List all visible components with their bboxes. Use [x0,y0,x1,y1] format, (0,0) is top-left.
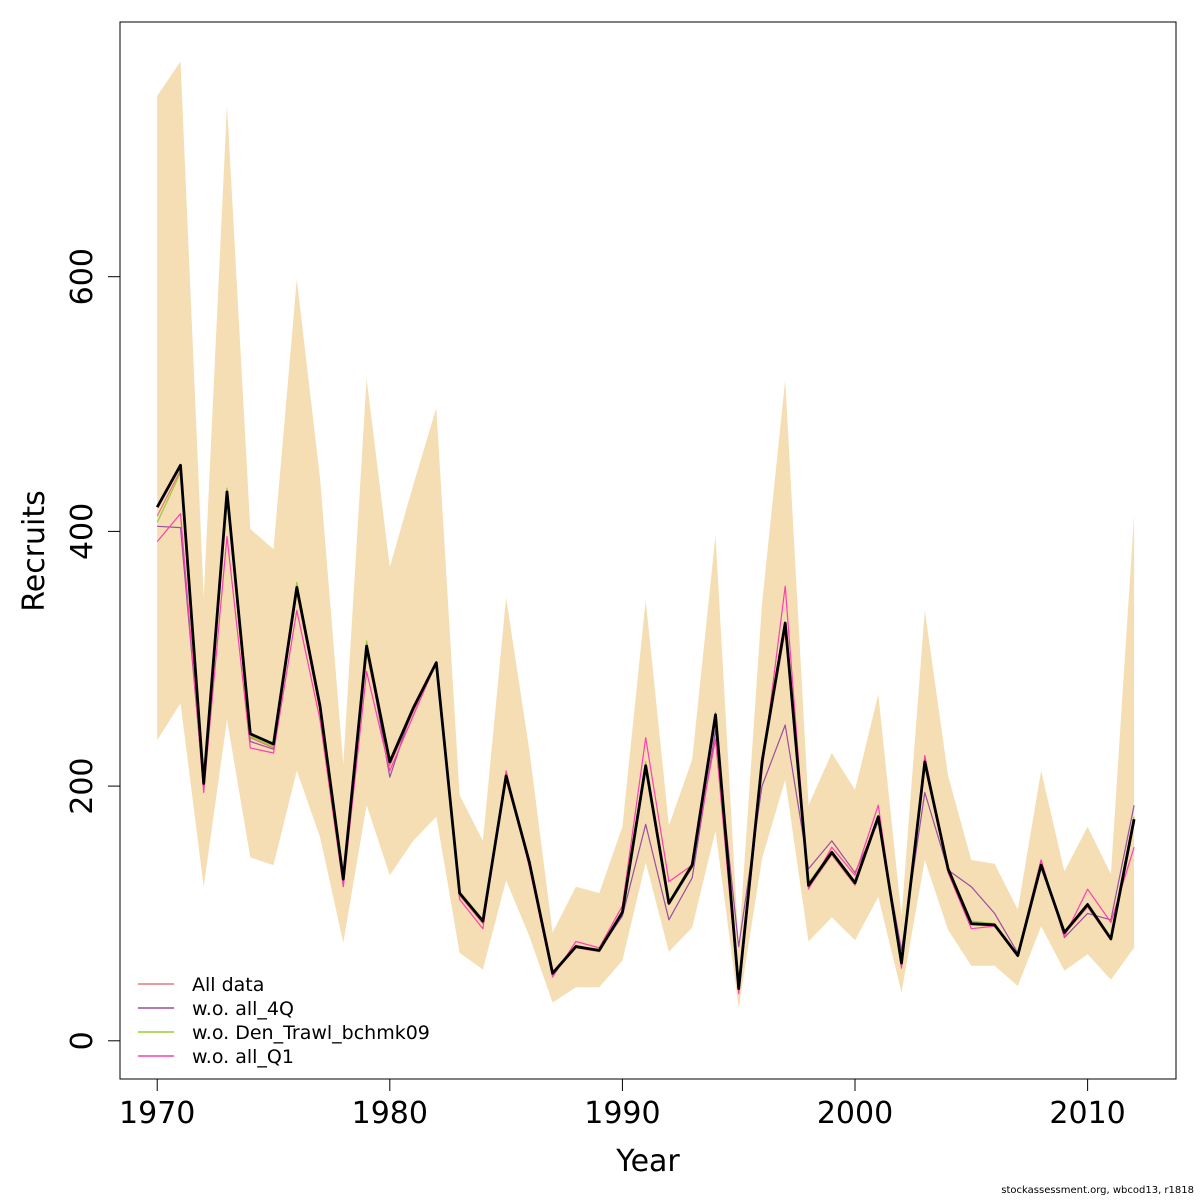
y-axis-title: Recruits [17,490,52,612]
y-axis: 0 200 400 600 [65,248,121,1050]
x-tick-label: 1980 [352,1096,428,1131]
series-line-estimate [155,463,1136,990]
legend-label: w.o. Den_Trawl_bchmk09 [192,1022,430,1044]
confidence-band [157,61,1135,1008]
legend-label: All data [192,974,264,996]
x-tick-label: 2010 [1049,1096,1125,1131]
band-area [157,61,1135,1008]
footer-credit: stockassessment.org, wbcod13, r1818 [1001,1185,1194,1196]
y-tick-label: 400 [65,503,100,560]
legend-label: w.o. all_Q1 [192,1046,294,1068]
y-tick-label: 600 [65,248,100,305]
series-line-w-o-all-q1 [156,512,1135,995]
legend-label: w.o. all_4Q [192,998,294,1020]
x-tick-label: 2000 [817,1096,893,1131]
x-axis-title: Year [615,1144,680,1179]
x-tick-label: 1970 [119,1096,195,1131]
y-tick-label: 200 [65,757,100,814]
series-lines [155,463,1136,995]
y-tick-label: 0 [65,1031,100,1050]
x-axis: 1970 1980 1990 2000 2010 [119,1078,1126,1131]
x-tick-label: 1990 [584,1096,660,1131]
